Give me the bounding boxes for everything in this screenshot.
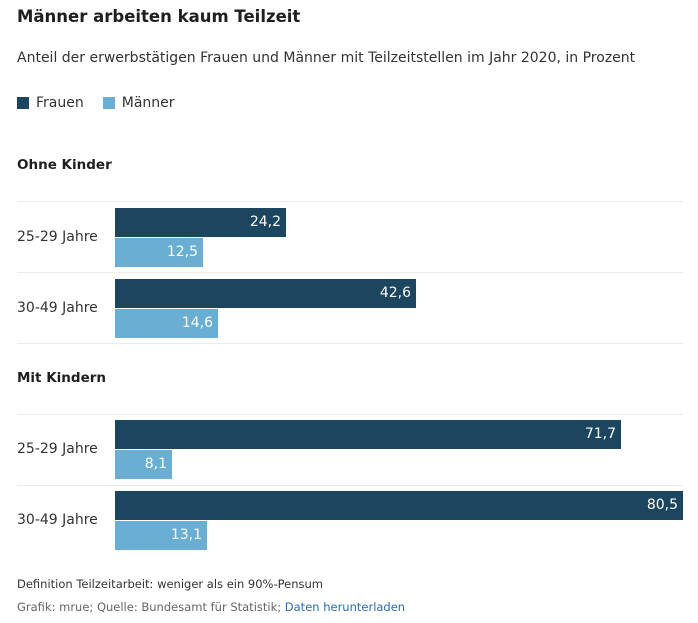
data-label: 24,2 bbox=[249, 214, 281, 230]
data-label: 12,5 bbox=[166, 244, 198, 260]
category-label: 25-29 Jahre bbox=[17, 229, 98, 245]
legend: Frauen Männer bbox=[17, 95, 194, 111]
category-label: 30-49 Jahre bbox=[17, 300, 98, 316]
legend-swatch-frauen bbox=[17, 97, 29, 109]
legend-item-frauen: Frauen bbox=[17, 95, 84, 111]
source-text: Grafik: mrue; Quelle: Bundesamt für Stat… bbox=[17, 600, 282, 614]
data-label: 13,1 bbox=[170, 527, 202, 543]
group-title-mit-kindern: Mit Kindern bbox=[17, 370, 107, 386]
row-divider bbox=[17, 343, 683, 344]
bar-frauen: 24,2 bbox=[115, 208, 286, 237]
bar-maenner: 14,6 bbox=[115, 309, 218, 338]
data-label: 42,6 bbox=[379, 285, 411, 301]
bar-maenner: 12,5 bbox=[115, 238, 203, 267]
data-label: 80,5 bbox=[646, 497, 678, 513]
bar-frauen: 80,5 bbox=[115, 491, 683, 520]
legend-swatch-maenner bbox=[102, 97, 115, 109]
legend-label-maenner: Männer bbox=[121, 95, 175, 111]
download-data-link[interactable]: Daten herunterladen bbox=[284, 600, 406, 614]
bar-maenner: 13,1 bbox=[115, 521, 207, 550]
data-label: 71,7 bbox=[584, 426, 616, 442]
group-title-ohne-kinder: Ohne Kinder bbox=[17, 157, 112, 173]
bar-maenner: 8,1 bbox=[115, 450, 172, 479]
category-label: 25-29 Jahre bbox=[17, 441, 98, 457]
row-divider bbox=[17, 485, 683, 486]
footnote-source: Grafik: mrue; Quelle: Bundesamt für Stat… bbox=[17, 600, 405, 614]
legend-label-frauen: Frauen bbox=[36, 95, 84, 111]
legend-item-maenner: Männer bbox=[102, 95, 175, 111]
bar-frauen: 42,6 bbox=[115, 279, 416, 308]
bar-frauen: 71,7 bbox=[115, 420, 621, 449]
row-divider bbox=[17, 201, 683, 202]
footnote-definition: Definition Teilzeitarbeit: weniger als e… bbox=[17, 577, 323, 591]
chart-title: Männer arbeiten kaum Teilzeit bbox=[17, 7, 301, 26]
row-divider bbox=[17, 272, 683, 273]
data-label: 8,1 bbox=[144, 456, 167, 472]
row-divider bbox=[17, 414, 683, 415]
data-label: 14,6 bbox=[181, 315, 213, 331]
category-label: 30-49 Jahre bbox=[17, 512, 98, 528]
chart-subtitle: Anteil der erwerbstätigen Frauen und Män… bbox=[17, 50, 636, 66]
